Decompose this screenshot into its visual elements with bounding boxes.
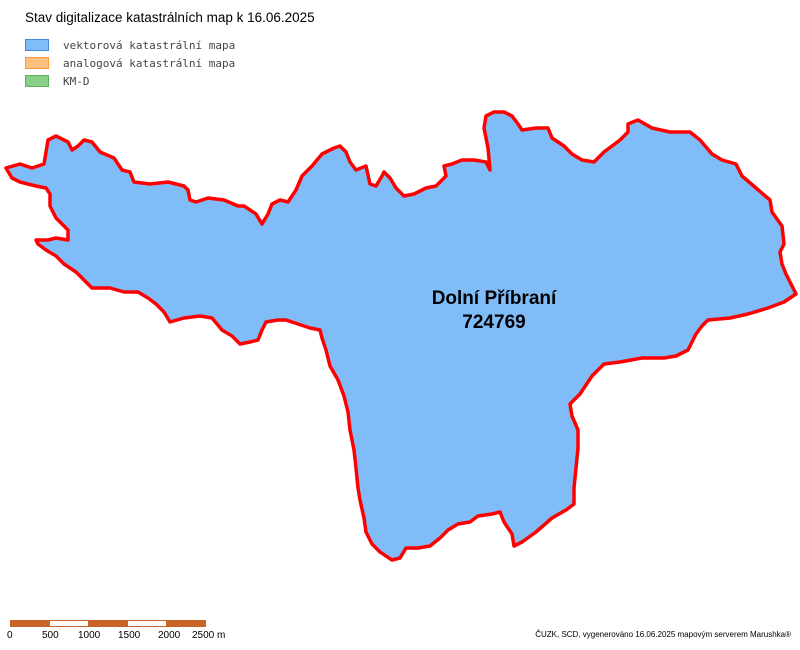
legend-swatch-vector [25,39,49,51]
scale-label: 1000 [78,630,101,641]
scale-label: 2000 [158,630,181,641]
legend-item-vector: vektorová katastrální mapa [25,36,235,54]
scale-label: 2500 m [192,630,226,641]
scale-label: 500 [42,630,59,641]
scale-segment [89,620,128,627]
area-name-label: Dolní Příbraní [432,288,557,309]
map-credit: ČUZK, SCD, vygenerováno 16.06.2025 mapov… [535,630,791,639]
legend-item-kmd: KM-D [25,72,235,90]
scale-bar [10,620,206,627]
scale-segment [10,620,50,627]
scale-label: 1500 [118,630,141,641]
scale-segment [128,620,167,627]
legend-label-vector: vektorová katastrální mapa [63,38,236,52]
map-title: Stav digitalizace katastrálních map k 16… [25,10,315,25]
legend-swatch-kmd [25,75,49,87]
scale-segment [167,620,206,627]
legend-item-analog: analogová katastrální mapa [25,54,235,72]
legend-swatch-analog [25,57,49,69]
legend-label-analog: analogová katastrální mapa [63,56,236,70]
legend-label-kmd: KM-D [63,74,90,88]
area-code-label: 724769 [462,312,525,333]
scale-label: 0 [7,630,13,641]
legend: vektorová katastrální mapa analogová kat… [25,36,235,90]
cadastral-area-polygon[interactable] [4,110,798,562]
scale-segment [50,620,89,627]
scale-labels: 0 500 1000 1500 2000 2500 m [0,630,300,644]
